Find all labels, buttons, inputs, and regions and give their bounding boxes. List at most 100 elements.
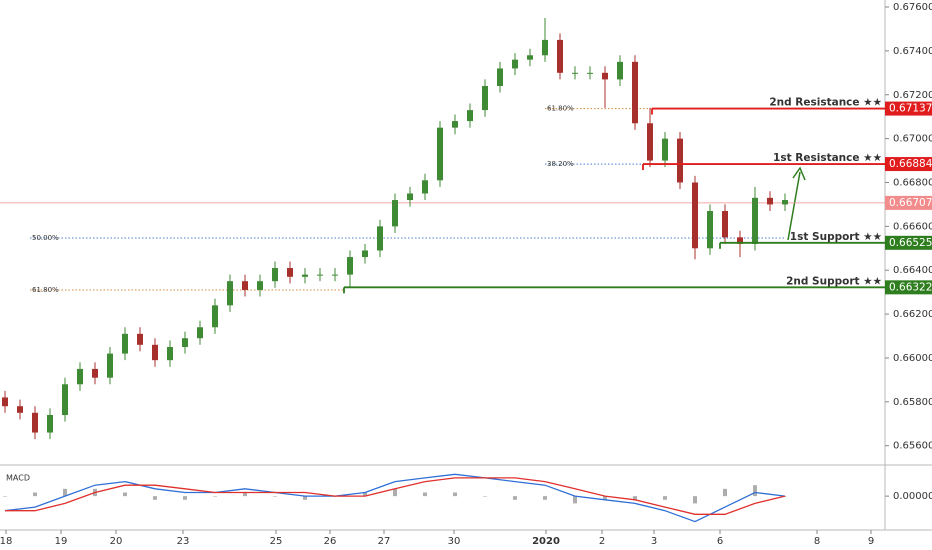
x-tick-label: 25 xyxy=(270,536,283,547)
candle-body xyxy=(212,305,218,328)
y-tick-label: 0.65800 xyxy=(893,397,932,408)
macd-histogram-bar xyxy=(633,496,637,500)
level-marker-label: 0.66884 xyxy=(889,158,932,170)
level-marker-label: 0.67137 xyxy=(889,103,932,115)
y-tick-label: 0.66200 xyxy=(893,309,932,320)
candle-body xyxy=(77,368,83,385)
fib-label: 50.00% xyxy=(32,234,59,242)
candle-body xyxy=(587,72,593,74)
y-tick-label: 0.67000 xyxy=(893,134,932,145)
candle-body xyxy=(287,268,293,277)
candle-body xyxy=(17,406,23,413)
candle-body xyxy=(422,180,428,194)
candle-body xyxy=(572,72,578,74)
level-label: 2nd Support ★★ xyxy=(786,275,882,287)
candle-body xyxy=(332,274,338,276)
x-tick-label: 2 xyxy=(599,536,605,547)
candle-body xyxy=(437,127,443,181)
y-tick-label: 0.66000 xyxy=(893,353,932,364)
candle-body xyxy=(107,353,113,378)
macd-tick-label: 0.00000 xyxy=(893,491,932,502)
candle-body xyxy=(647,123,653,161)
macd-histogram-bar xyxy=(513,496,517,500)
candle-body xyxy=(512,59,518,69)
y-tick-label: 0.67200 xyxy=(893,90,932,101)
candle-body xyxy=(737,237,743,244)
y-tick-label: 0.66600 xyxy=(893,221,932,232)
level-marker xyxy=(885,235,932,250)
candle-body xyxy=(257,281,263,290)
candle-body xyxy=(542,39,548,56)
candle-body xyxy=(47,414,53,433)
candle-body xyxy=(617,61,623,80)
candle-body xyxy=(152,344,158,361)
candle-body xyxy=(242,281,248,290)
candle-body xyxy=(767,197,773,205)
candle-body xyxy=(167,346,173,361)
fib-label: 38.20% xyxy=(547,160,574,168)
candle-body xyxy=(482,85,488,111)
macd-histogram-bar xyxy=(273,496,277,497)
candle-body xyxy=(452,121,458,128)
macd-histogram-bar xyxy=(33,492,37,497)
candle-body xyxy=(197,327,203,339)
y-tick-label: 0.67400 xyxy=(893,46,932,57)
candle-body xyxy=(752,197,758,244)
x-tick-label: 3 xyxy=(651,536,657,547)
x-tick-label: 18 xyxy=(0,536,12,547)
candle-body xyxy=(782,200,788,205)
candle-body xyxy=(692,182,698,249)
macd-histogram-bar xyxy=(573,496,577,504)
level-marker-label: 0.66322 xyxy=(889,281,932,293)
macd-histogram-bar xyxy=(723,488,727,497)
candle-body xyxy=(497,68,503,86)
candle-body xyxy=(137,333,143,345)
macd-histogram-bar xyxy=(753,485,757,497)
macd-histogram-bar xyxy=(63,488,67,497)
y-tick-label: 0.67600 xyxy=(893,2,932,13)
candle-body xyxy=(182,338,188,347)
candle-body xyxy=(602,72,608,80)
level-label: 1st Support ★★ xyxy=(790,231,882,243)
price-marker-label: 0.66707 xyxy=(889,197,932,209)
candle-body xyxy=(32,412,38,433)
candle-body xyxy=(707,211,713,249)
macd-histogram-bar xyxy=(153,496,157,500)
x-tick-label: 6 xyxy=(717,536,723,547)
candle-body xyxy=(92,368,98,378)
candle-body xyxy=(122,333,128,354)
candle-body xyxy=(632,61,638,124)
macd-histogram-bar xyxy=(363,492,367,497)
candle-body xyxy=(317,274,323,276)
macd-histogram-bar xyxy=(543,496,547,500)
projection-arrow xyxy=(787,166,806,241)
macd-macd-line xyxy=(4,473,786,523)
level-marker xyxy=(885,157,932,172)
level-label: 1st Resistance ★★ xyxy=(773,152,882,164)
macd-histogram-bar xyxy=(3,496,7,497)
candle-body xyxy=(362,250,368,258)
candle-body xyxy=(527,55,533,60)
macd-histogram-bar xyxy=(663,496,667,500)
x-tick-label: 26 xyxy=(324,536,337,547)
macd-histogram-bar xyxy=(243,492,247,497)
macd-histogram-bar xyxy=(453,492,457,497)
macd-histogram-bar xyxy=(423,492,427,497)
candle-body xyxy=(377,226,383,251)
candle-body xyxy=(392,200,398,227)
candle-body xyxy=(677,138,683,183)
macd-title: MACD xyxy=(6,474,30,483)
level-label: 2nd Resistance ★★ xyxy=(769,97,882,109)
level-marker xyxy=(885,101,932,116)
candle-body xyxy=(722,211,728,238)
candle-body xyxy=(467,110,473,122)
macd-histogram-bar xyxy=(603,496,607,500)
candle-body xyxy=(662,138,668,161)
candle-body xyxy=(407,193,413,201)
macd-histogram-bar xyxy=(483,496,487,497)
x-tick-label: 8 xyxy=(814,536,820,547)
y-tick-label: 0.66400 xyxy=(893,265,932,276)
macd-histogram-bar xyxy=(213,496,217,497)
x-tick-label: 19 xyxy=(55,536,68,547)
y-tick-label: 0.65600 xyxy=(893,441,932,452)
